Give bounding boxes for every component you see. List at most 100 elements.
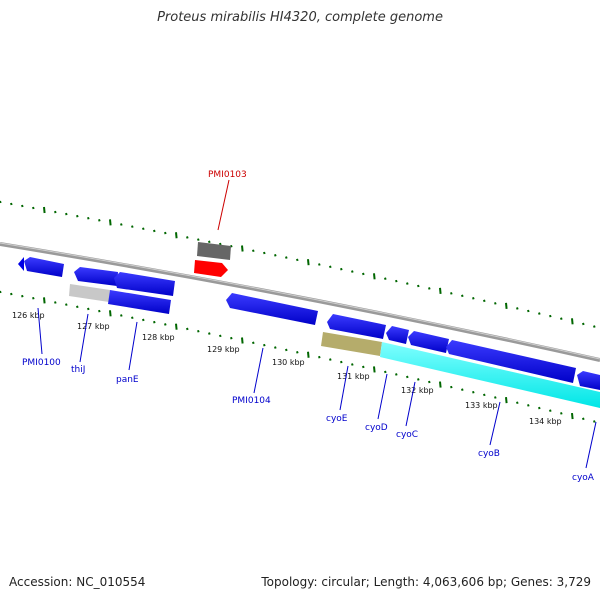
inner-ring-tick — [65, 303, 68, 306]
inner-ring-tick — [208, 332, 211, 335]
gene-label-cyoA[interactable]: cyoA — [572, 473, 595, 483]
pmi0100-leader-line — [37, 307, 43, 355]
outer-ring-tick — [329, 265, 332, 269]
outer-ring-tick — [87, 216, 90, 220]
inner-ring-tick — [186, 327, 189, 331]
gene-cyoE-feature[interactable] — [386, 326, 409, 344]
inner-ring-tick — [230, 336, 233, 340]
outer-ring-tick — [164, 231, 167, 235]
inner-ring-tick — [329, 358, 332, 361]
outer-ring-tick — [505, 302, 508, 309]
inner-ring-tick — [109, 310, 112, 317]
inner-ring-tick — [461, 388, 464, 391]
inner-ring-tick — [76, 305, 79, 309]
gene-cyoA-feature[interactable] — [577, 371, 600, 390]
outer-ring-tick — [373, 273, 376, 280]
inner-ring-tick — [340, 360, 343, 364]
gene-label-pmi0100[interactable]: PMI0100 — [22, 358, 61, 368]
genome-backbone — [0, 242, 600, 362]
outer-ring-tick — [109, 219, 112, 226]
inner-ring-tick — [0, 290, 2, 294]
inner-ring-tick — [527, 404, 530, 407]
scale-label: 133 kbp — [465, 401, 498, 410]
thiJ-leader-line — [79, 313, 89, 363]
gene-thiJ-gray-feature[interactable] — [69, 284, 110, 302]
scale-label: 132 kbp — [401, 386, 434, 395]
scale-label: 126 kbp — [12, 311, 45, 320]
gene-label-pmi0103[interactable]: PMI0103 — [208, 170, 247, 180]
outer-ring-tick — [219, 242, 222, 246]
outer-ring-tick — [439, 287, 442, 294]
inner-ring-tick — [406, 375, 409, 379]
gene-cyo-upstream-feature[interactable] — [327, 314, 386, 339]
outer-tick-ring — [0, 200, 596, 328]
inner-ring-tick — [395, 373, 398, 376]
outer-ring-tick — [362, 272, 365, 276]
gene-pmi0100-feature[interactable] — [18, 257, 24, 271]
gene-pmi0102-feature[interactable] — [114, 272, 175, 296]
scale-label: 127 kbp — [77, 322, 110, 331]
inner-ring-tick — [516, 401, 519, 405]
outer-ring-tick — [175, 232, 178, 239]
outer-ring-tick — [516, 307, 519, 310]
inner-ring-tick — [494, 396, 497, 399]
gene-cyo-operon-cyan-feature-fill[interactable] — [380, 342, 600, 408]
inner-ring-tick — [417, 378, 420, 381]
gene-label-cyoE[interactable]: cyoE — [326, 414, 348, 424]
inner-ring-tick — [32, 296, 35, 300]
gene-labels: PMI0100 thiJ panE PMI0104 cyoE cyoD cyoC… — [22, 307, 597, 483]
inner-ring-tick — [54, 301, 57, 304]
inner-tick-ring — [0, 290, 596, 423]
inner-ring-tick — [252, 341, 255, 345]
outer-ring-tick — [186, 236, 189, 239]
inner-ring-tick — [560, 412, 563, 415]
gene-pmi0104-feature[interactable] — [226, 293, 318, 325]
gene-cyoB-feature[interactable] — [446, 340, 576, 383]
inner-ring-tick — [549, 409, 552, 412]
outer-ring-tick — [197, 238, 200, 241]
inner-ring-tick — [241, 337, 244, 344]
outer-ring-tick — [0, 200, 2, 204]
gene-cyo-feature-2[interactable] — [408, 331, 449, 353]
cyoC-leader-line — [405, 381, 416, 427]
gene-panE-feature[interactable] — [108, 290, 171, 314]
gene-cyoE-olive-feature[interactable] — [321, 332, 382, 356]
genome-backbone-highlight — [0, 242, 600, 360]
inner-ring-tick — [142, 318, 145, 322]
outer-ring-tick — [32, 206, 35, 210]
accession-label: Accession: NC_010554 — [9, 575, 146, 589]
outer-ring-tick — [549, 314, 552, 318]
inner-ring-tick — [10, 292, 13, 296]
outer-ring-tick — [428, 287, 431, 290]
outer-ring-tick — [54, 210, 57, 214]
gene-label-cyoD[interactable]: cyoD — [365, 423, 388, 433]
outer-ring-tick — [285, 256, 288, 259]
gene-pmi0103-gray-feature[interactable] — [197, 242, 231, 260]
gene-thiJ-feature[interactable] — [74, 267, 118, 286]
inner-ring-tick — [538, 406, 541, 410]
outer-ring-tick — [461, 294, 464, 298]
outer-ring-tick — [560, 317, 563, 321]
gene-label-panE[interactable]: panE — [116, 375, 139, 385]
gene-label-thiJ[interactable]: thiJ — [71, 365, 85, 375]
gene-pmi0101-feature[interactable] — [24, 257, 64, 277]
outer-ring-tick — [131, 225, 134, 228]
inner-ring-tick — [571, 412, 574, 420]
scale-label: 128 kbp — [142, 333, 175, 342]
inner-ring-tick — [120, 314, 123, 317]
gene-label-cyoB[interactable]: cyoB — [478, 449, 500, 459]
gene-label-cyoC[interactable]: cyoC — [396, 430, 418, 440]
gene-pmi0103-feature[interactable] — [194, 260, 228, 277]
inner-ring-tick — [362, 365, 365, 369]
inner-ring-tick — [263, 343, 266, 347]
outer-ring-tick — [241, 245, 244, 252]
outer-ring-tick — [340, 267, 343, 271]
inner-ring-tick — [351, 363, 354, 366]
outer-ring-tick — [76, 214, 79, 218]
inner-ring-tick — [21, 294, 24, 298]
outer-ring-tick — [43, 206, 46, 214]
inner-ring-tick — [153, 320, 156, 324]
inner-ring-tick — [219, 334, 222, 338]
gene-label-pmi0104[interactable]: PMI0104 — [232, 396, 271, 406]
